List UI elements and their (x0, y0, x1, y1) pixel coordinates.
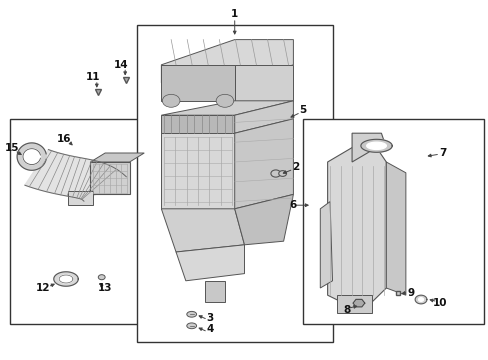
Text: 8: 8 (343, 305, 350, 315)
Text: 13: 13 (98, 283, 112, 293)
Polygon shape (234, 101, 293, 133)
Polygon shape (161, 40, 293, 83)
Text: 9: 9 (407, 288, 413, 298)
Text: 16: 16 (57, 134, 72, 144)
Polygon shape (68, 191, 93, 205)
Polygon shape (234, 65, 293, 101)
Polygon shape (234, 194, 293, 245)
Polygon shape (418, 298, 423, 301)
Ellipse shape (216, 94, 233, 107)
Polygon shape (161, 101, 293, 115)
Polygon shape (414, 295, 426, 304)
Polygon shape (234, 119, 293, 209)
Polygon shape (320, 202, 332, 288)
Text: 11: 11 (85, 72, 100, 82)
Polygon shape (23, 149, 41, 165)
Bar (303, 119, 483, 324)
Polygon shape (337, 295, 371, 313)
Ellipse shape (270, 170, 280, 177)
Polygon shape (17, 143, 46, 170)
Ellipse shape (162, 94, 180, 107)
Polygon shape (161, 209, 244, 252)
Polygon shape (360, 139, 391, 152)
Ellipse shape (186, 323, 196, 329)
Ellipse shape (98, 275, 105, 280)
Polygon shape (90, 162, 129, 194)
Polygon shape (161, 65, 234, 101)
Text: 12: 12 (36, 283, 50, 293)
Text: 10: 10 (432, 298, 447, 308)
Text: 1: 1 (231, 9, 238, 19)
Polygon shape (351, 133, 386, 162)
Polygon shape (54, 272, 78, 286)
Bar (137, 25, 332, 342)
Polygon shape (366, 142, 386, 149)
Polygon shape (176, 245, 244, 281)
Text: 6: 6 (289, 200, 296, 210)
Bar (10, 119, 146, 324)
Polygon shape (25, 150, 126, 201)
Text: 14: 14 (114, 60, 128, 70)
Ellipse shape (186, 311, 196, 317)
Text: 15: 15 (5, 143, 20, 153)
Polygon shape (386, 162, 405, 295)
Polygon shape (90, 153, 144, 162)
Polygon shape (59, 275, 73, 283)
Polygon shape (161, 133, 234, 209)
Text: 2: 2 (292, 162, 299, 172)
Polygon shape (327, 148, 386, 302)
Text: 7: 7 (438, 148, 446, 158)
Polygon shape (205, 281, 224, 302)
Polygon shape (161, 115, 234, 133)
Polygon shape (352, 300, 364, 307)
Text: 4: 4 (206, 324, 214, 334)
Text: 5: 5 (299, 105, 306, 115)
Text: 3: 3 (206, 312, 213, 323)
Ellipse shape (278, 171, 286, 176)
